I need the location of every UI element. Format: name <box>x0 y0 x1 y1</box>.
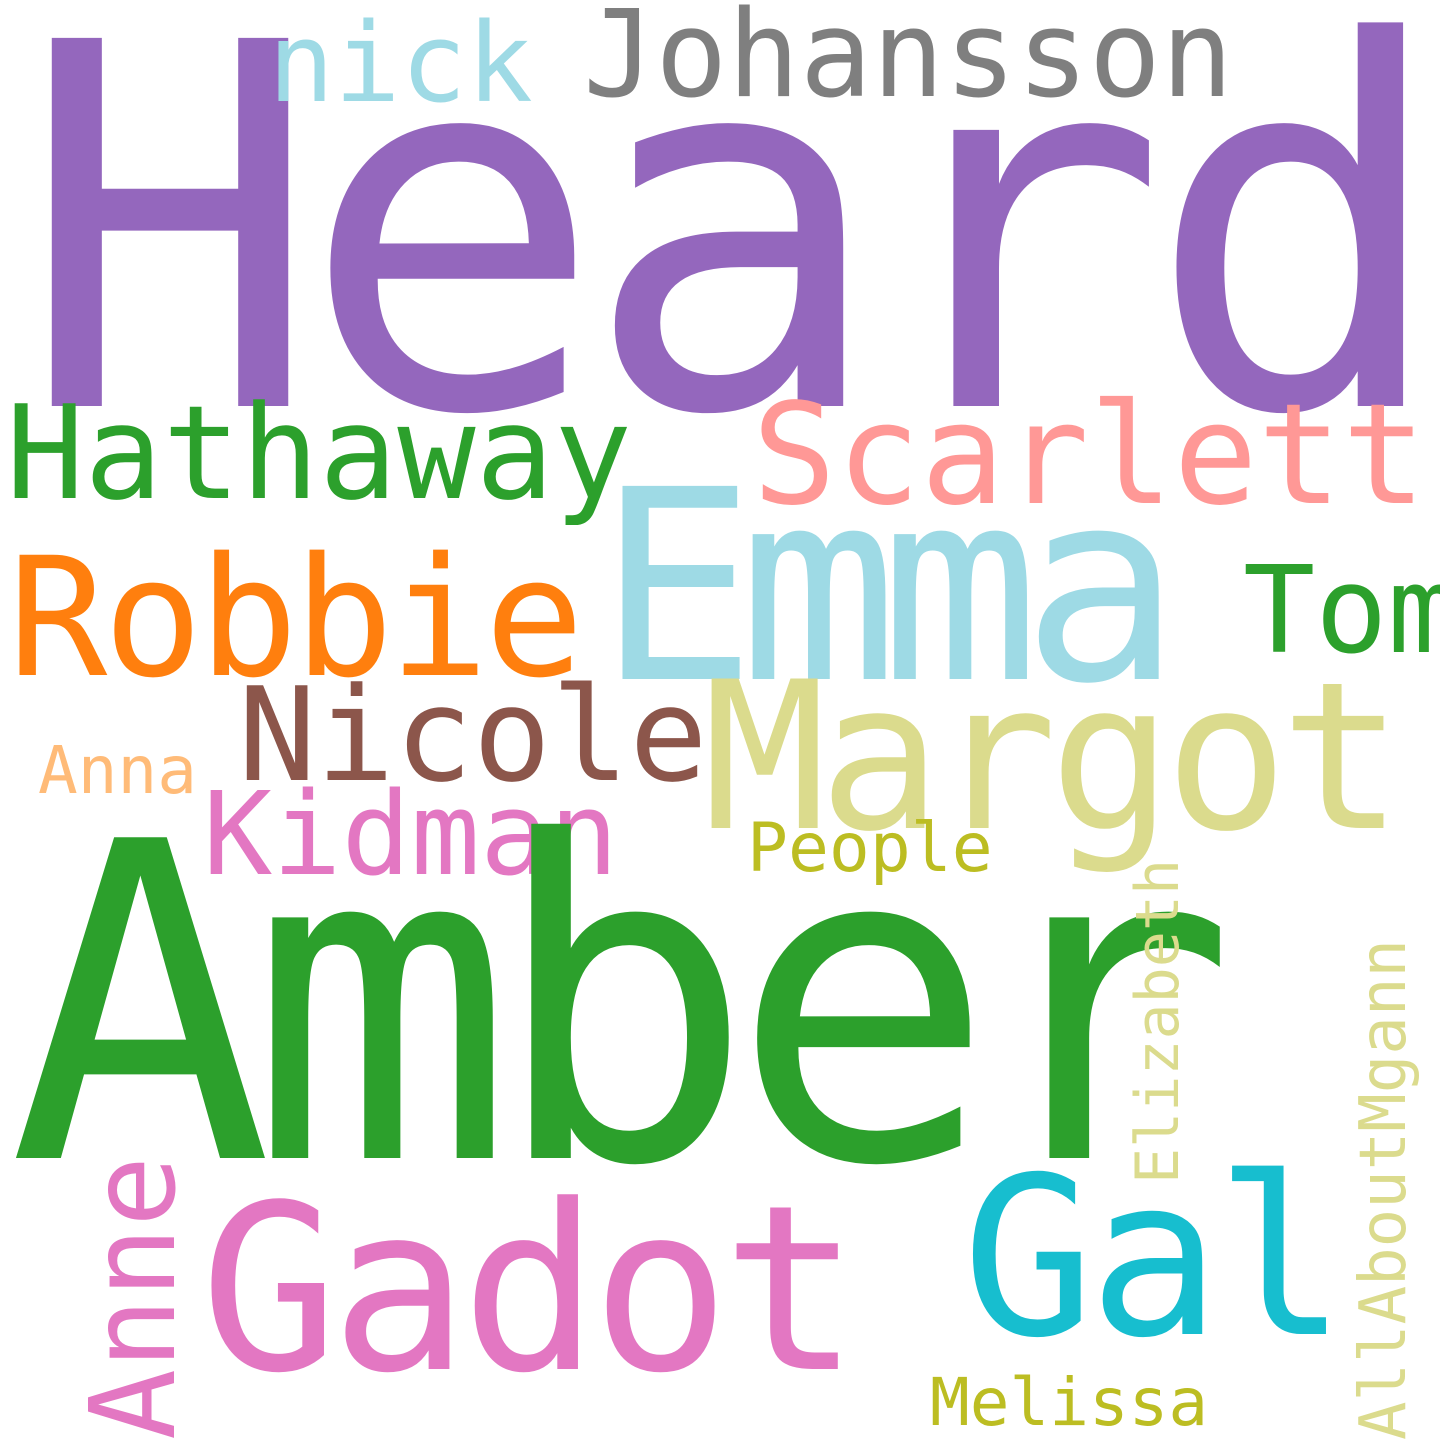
word-margot: Margot <box>703 639 1404 877</box>
word-kidman: Kidman <box>203 768 619 902</box>
word-allaboutmgann: AllAboutMgann <box>1347 939 1421 1440</box>
word-amber: Amber <box>8 750 1237 1262</box>
word-scarlett: Scarlett <box>752 374 1427 537</box>
word-emma: Emma <box>597 434 1181 742</box>
word-anna: Anna <box>38 732 197 809</box>
word-hathaway: Hathaway <box>6 377 633 529</box>
word-melissa: Melissa <box>930 1364 1209 1440</box>
word-johansson: Johansson <box>583 0 1234 125</box>
word-elizabeth: Elizabeth <box>1123 858 1193 1184</box>
word-people: People <box>747 809 993 888</box>
word-nicole: Nicole <box>238 659 708 811</box>
word-tom: Tom <box>1243 542 1440 681</box>
word-heard: Heard <box>18 0 1440 526</box>
word-anne: Anne <box>64 1155 202 1440</box>
word-gal: Gal <box>962 1130 1347 1386</box>
word-gadot: Gadot <box>200 1157 860 1424</box>
word-robbie: Robbie <box>8 522 584 714</box>
word-nick: nick <box>268 0 533 127</box>
